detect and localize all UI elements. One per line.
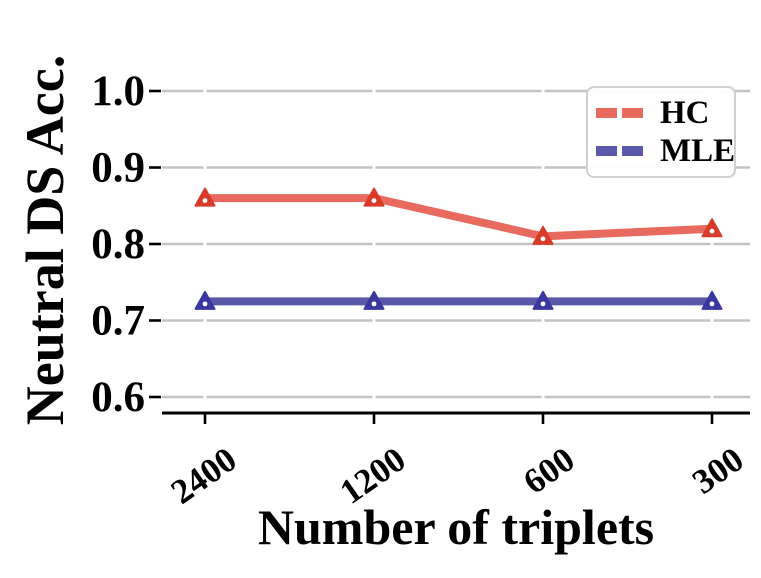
legend-label-mle: MLE xyxy=(660,132,736,169)
hc-dash-icon xyxy=(596,108,617,118)
hc-marker-icon xyxy=(532,225,554,245)
mle-marker-dot-icon xyxy=(371,301,377,307)
y-tick-label: 0.7 xyxy=(91,298,145,345)
mle-marker-dot-icon xyxy=(202,301,208,307)
y-axis-label: Neutral DS Acc. xyxy=(15,54,75,426)
hc-marker-dot-icon xyxy=(371,198,377,204)
hc-marker-dot-icon xyxy=(709,228,715,234)
mle-dash-icon xyxy=(622,146,643,156)
mle-dash-icon xyxy=(596,146,617,156)
hc-marker-icon xyxy=(194,187,216,207)
mle-marker-icon xyxy=(532,290,554,310)
hc-marker-icon xyxy=(701,218,723,238)
legend-item-hc: HC xyxy=(596,94,726,131)
hc-dash-icon xyxy=(622,108,643,118)
legend-item-mle: MLE xyxy=(596,134,735,168)
y-tick-label: 1.0 xyxy=(91,68,145,115)
mle-marker-dot-icon xyxy=(709,301,715,307)
y-tick-label: 0.9 xyxy=(91,145,145,192)
mle-marker-icon xyxy=(194,290,216,310)
mle-marker-icon xyxy=(701,290,723,310)
hc-line xyxy=(205,194,713,241)
y-tick-label: 0.8 xyxy=(91,221,145,268)
y-tick-label: 0.6 xyxy=(91,374,145,421)
legend: HC MLE xyxy=(586,86,736,178)
mle-marker-icon xyxy=(363,290,385,310)
x-tick-label: 600 xyxy=(516,440,581,502)
x-axis-label: Number of triplets xyxy=(257,499,655,555)
mle-line-sample-icon xyxy=(596,146,648,156)
x-tick-label: 2400 xyxy=(164,440,244,512)
x-tick-label: 300 xyxy=(685,440,750,502)
hc-line-sample-icon xyxy=(596,108,648,118)
hc-marker-dot-icon xyxy=(202,198,208,204)
hc-marker-dot-icon xyxy=(540,236,546,242)
hc-marker-icon xyxy=(363,187,385,207)
mle-marker-dot-icon xyxy=(540,301,546,307)
legend-label-hc: HC xyxy=(660,94,710,131)
